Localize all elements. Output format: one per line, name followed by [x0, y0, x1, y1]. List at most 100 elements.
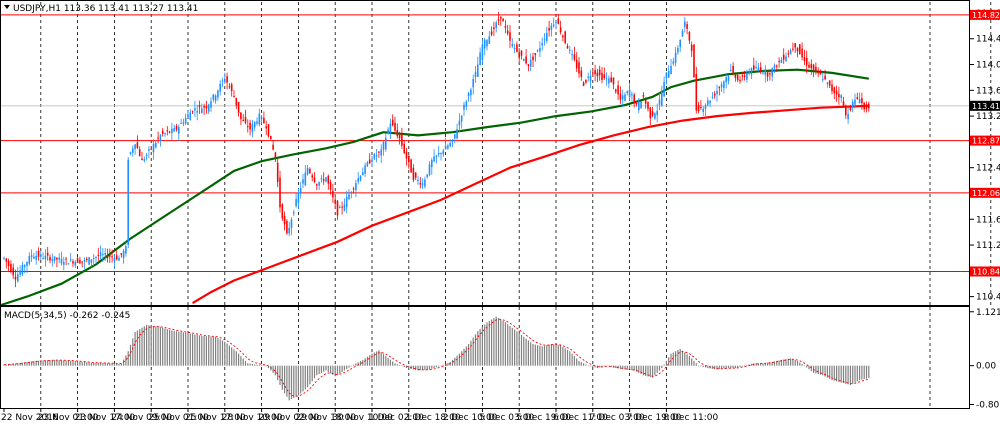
candle-body: [562, 35, 564, 38]
candle-body: [233, 96, 235, 98]
candle-body: [769, 73, 771, 75]
macd-histogram-bar: [51, 360, 53, 366]
macd-histogram-bar: [672, 352, 674, 366]
candle-body: [129, 152, 132, 154]
candle-body: [702, 108, 704, 112]
moving-average-lines: [0, 68, 869, 307]
candle-body: [490, 31, 493, 35]
macd-histogram-bar: [486, 322, 488, 366]
candle-body: [283, 215, 286, 225]
candle-body: [316, 184, 318, 186]
candle-body: [865, 104, 868, 110]
chart-menu-triangle-icon[interactable]: [4, 5, 10, 9]
macd-histogram-bar: [65, 360, 67, 366]
candle-body: [815, 66, 817, 71]
candle-body: [759, 67, 762, 72]
macd-histogram-bar: [458, 353, 460, 366]
candle-body: [217, 90, 219, 98]
macd-histogram-bar: [88, 362, 90, 366]
macd-histogram-bar: [21, 362, 23, 366]
candle-body: [88, 257, 90, 265]
candle-body: [527, 64, 530, 67]
candle-body: [707, 100, 709, 105]
macd-histogram-bar: [698, 365, 700, 367]
macd-histogram-bar: [727, 365, 730, 369]
candle-body: [92, 258, 95, 260]
candle-body: [488, 36, 491, 44]
candle-body: [497, 19, 500, 21]
macd-histogram-bar: [723, 365, 725, 369]
candle-body: [470, 89, 472, 96]
moving-average-line: [0, 68, 869, 307]
macd-histogram-bar: [548, 344, 550, 366]
candle-body: [649, 107, 652, 119]
macd-histogram-bar: [649, 365, 651, 378]
macd-histogram-bar: [267, 365, 270, 369]
candle-body: [196, 111, 198, 113]
macd-histogram-bar: [764, 362, 766, 366]
candle-body: [845, 106, 847, 116]
price-level-tags: 114.82 112.87 112.06 110.84 113.41: [970, 9, 1000, 277]
candle-body: [596, 72, 599, 77]
candle-body: [293, 212, 295, 214]
macd-histogram-bar: [808, 365, 810, 370]
candle-body: [398, 132, 401, 139]
macd-histogram-bar: [83, 362, 86, 366]
macd-histogram-bar: [93, 362, 95, 366]
candle-body: [364, 165, 366, 174]
macd-histogram-bar: [212, 336, 214, 366]
macd-histogram-bar: [447, 362, 449, 366]
candle-body: [141, 158, 143, 161]
price-tick-label: 112.45: [976, 164, 1000, 174]
macd-histogram-bar: [557, 345, 559, 366]
time-tick-label: 28 Nov 10:00: [222, 413, 283, 423]
macd-histogram-bar: [580, 362, 582, 366]
candle-body: [647, 102, 649, 109]
level-tag-background: [970, 9, 1000, 20]
candle-body: [290, 219, 293, 228]
candle-body: [155, 142, 157, 148]
candle-body: [203, 106, 205, 108]
candle-body: [516, 44, 518, 52]
candle-body: [642, 95, 645, 97]
macd-histogram-bar: [79, 361, 81, 366]
candle-body: [33, 256, 35, 259]
macd-histogram-bar: [681, 350, 684, 366]
macd-histogram-bar: [856, 365, 858, 382]
candle-body: [578, 62, 580, 74]
candle-body: [164, 133, 166, 135]
candle-body: [258, 113, 261, 125]
candle-body: [336, 200, 339, 216]
macd-histogram-bar: [49, 360, 51, 366]
macd-histogram-bar: [838, 365, 840, 382]
macd-histogram-bar: [767, 362, 769, 366]
candle-body: [695, 74, 698, 111]
candle-body: [320, 178, 323, 180]
candle-body: [224, 78, 226, 82]
candle-body: [504, 26, 507, 28]
macd-histogram-bar: [86, 362, 88, 366]
candle-body: [525, 56, 527, 64]
macd-histogram-bar: [81, 361, 83, 366]
candle-body: [686, 24, 688, 29]
macd-histogram-bar: [546, 345, 548, 366]
macd-histogram-bar: [711, 365, 713, 369]
candle-body: [311, 175, 313, 178]
candle-body: [182, 122, 185, 124]
candle-body: [270, 135, 272, 140]
macd-histogram-bar: [33, 361, 35, 366]
macd-histogram-bar: [284, 365, 286, 394]
candle-body: [831, 84, 833, 92]
macd-histogram-bar: [251, 363, 253, 366]
candle-body: [134, 144, 136, 150]
macd-histogram-bar: [638, 365, 640, 373]
candle-body: [180, 122, 182, 124]
macd-histogram-bar: [721, 365, 723, 369]
macd-histogram-bar: [553, 344, 555, 366]
macd-histogram-bar: [716, 365, 718, 370]
macd-histogram-bar: [100, 363, 102, 366]
macd-histogram-bar: [58, 360, 60, 366]
macd-histogram-bar: [530, 342, 532, 366]
candle-body: [513, 47, 516, 49]
candle-body: [127, 159, 129, 245]
